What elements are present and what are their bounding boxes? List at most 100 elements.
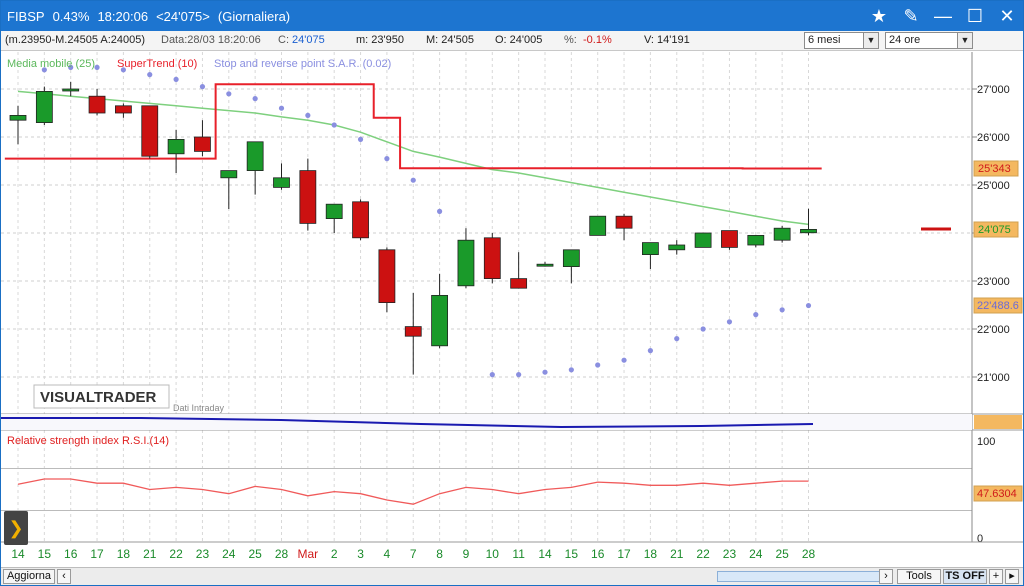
price-chart: 21'00022'00023'00024'00025'00026'00027'0… xyxy=(1,52,1023,567)
current-price-label: 24'075 xyxy=(978,224,1011,236)
more-button[interactable]: ▸ xyxy=(1005,569,1019,584)
star-icon[interactable]: ★ xyxy=(870,5,888,26)
x-tick-label: 2 xyxy=(331,547,338,561)
x-tick-label: 14 xyxy=(11,547,25,561)
sar-point xyxy=(674,336,680,342)
x-tick-label: 22 xyxy=(169,547,183,561)
sar-point xyxy=(779,307,785,313)
chevron-down-icon[interactable]: ▼ xyxy=(957,33,972,48)
candle xyxy=(694,232,712,248)
sar-point xyxy=(357,136,364,142)
sar-point xyxy=(516,372,522,378)
x-tick-label: 9 xyxy=(463,547,470,561)
candle-body-up xyxy=(562,249,580,268)
x-tick-label: 11 xyxy=(512,547,525,561)
sar-point xyxy=(199,84,206,90)
x-tick-label: 7 xyxy=(410,547,417,561)
scroll-left-button[interactable]: ‹ xyxy=(57,569,71,584)
tools-button[interactable]: Tools xyxy=(897,569,941,584)
candle xyxy=(167,129,185,173)
watermark-note: Dati Intraday xyxy=(173,403,225,413)
info-bar: (m.23950-M.24505 A:24005) Data:28/03 18:… xyxy=(1,31,1023,51)
supertrend-last-box xyxy=(973,160,1019,177)
x-tick-label: 23 xyxy=(196,547,210,561)
candle-body-down xyxy=(510,278,528,289)
candle xyxy=(721,230,738,250)
x-tick-label: 14 xyxy=(538,547,552,561)
sar-point xyxy=(489,372,495,378)
supertrend-series-line xyxy=(4,83,822,170)
close-icon[interactable]: ✕ xyxy=(999,5,1015,26)
candle-body-down xyxy=(299,170,317,224)
candle-body-up xyxy=(9,115,27,121)
candle-body-up xyxy=(589,215,607,236)
y-tick-label: 26'000 xyxy=(977,132,1010,144)
candle xyxy=(9,105,27,145)
expand-arrow-icon[interactable]: ❯ xyxy=(4,511,28,545)
candle-body-down xyxy=(352,201,369,239)
minimize-icon[interactable]: — xyxy=(934,5,952,26)
window-title: FIBSP 0.43% 18:20:06 <24'075> (Giornaliera) xyxy=(7,9,298,24)
plus-button[interactable]: + xyxy=(989,569,1003,584)
candle xyxy=(194,120,211,157)
candle-body-up xyxy=(325,203,343,219)
sar-last-box xyxy=(973,297,1023,314)
sar-point xyxy=(278,105,285,111)
interval-select-value: 24 ore xyxy=(889,34,921,46)
tools-icon[interactable]: ✎ xyxy=(903,5,919,26)
x-tick-label: 18 xyxy=(644,547,658,561)
candle xyxy=(431,273,449,349)
chevron-down-icon[interactable]: ▼ xyxy=(863,33,878,48)
candle-body-up xyxy=(642,242,659,256)
x-tick-label: 15 xyxy=(565,547,579,561)
title-bar: FIBSP 0.43% 18:20:06 <24'075> (Giornaliera) … xyxy=(1,1,1023,31)
range-info: (m.23950-M.24505 A:24005) xyxy=(5,34,146,46)
candle xyxy=(299,158,317,231)
range-select[interactable]: 6 mesi ▼ xyxy=(804,32,879,49)
candle-body-up xyxy=(800,228,817,234)
sar-point xyxy=(621,357,627,363)
open-value: O: 24'005 xyxy=(495,34,543,46)
x-tick-label: 23 xyxy=(723,547,737,561)
candle-body-up xyxy=(457,239,475,287)
candle xyxy=(615,213,633,241)
y-tick-label: 27'000 xyxy=(977,84,1010,96)
candle xyxy=(589,215,607,236)
x-tick-label: 22 xyxy=(696,547,710,561)
sar-point xyxy=(726,319,733,325)
candle-body-up xyxy=(246,141,264,172)
x-tick-label: 25 xyxy=(248,547,262,561)
sar-point xyxy=(410,177,416,183)
candle-body-down xyxy=(483,237,501,280)
supertrend-last-label: 25'343 xyxy=(978,163,1011,175)
x-tick-label: 28 xyxy=(802,547,816,561)
candle-body-down xyxy=(88,95,106,114)
sar-point xyxy=(647,348,654,354)
sar-point xyxy=(41,67,47,73)
candle xyxy=(88,89,106,116)
watermark-box xyxy=(33,384,170,409)
x-tick-label: 10 xyxy=(486,547,500,561)
scroll-right-button[interactable]: › xyxy=(879,569,893,584)
candle xyxy=(773,225,791,243)
x-tick-label: 25 xyxy=(775,547,789,561)
candle xyxy=(246,141,264,195)
sar-point xyxy=(805,302,812,309)
range-select-value: 6 mesi xyxy=(808,34,841,46)
sar-point xyxy=(753,312,759,318)
candle-body-up xyxy=(668,244,686,251)
x-tick-label: 16 xyxy=(591,547,605,561)
sar-point xyxy=(700,326,706,332)
close-value: 24'075 xyxy=(292,34,325,46)
scrollbar-thumb[interactable] xyxy=(717,571,887,582)
maximize-icon[interactable]: ☐ xyxy=(966,5,984,26)
close-label: C: xyxy=(278,34,289,46)
refresh-button[interactable]: Aggiorna xyxy=(3,569,55,584)
interval-select[interactable]: 24 ore ▼ xyxy=(885,32,973,49)
candle-body-down xyxy=(194,136,211,152)
volume-line xyxy=(1,417,814,429)
candle xyxy=(747,234,765,248)
ts-off-button[interactable]: TS OFF xyxy=(943,569,987,584)
sar-point xyxy=(568,367,574,373)
rsi-title: Relative strength index R.S.I.(14) xyxy=(7,435,169,447)
